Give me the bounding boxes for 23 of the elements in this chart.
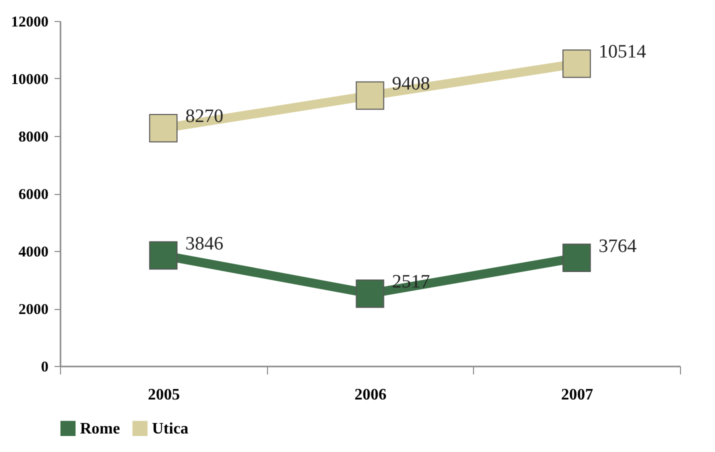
legend-label: Rome xyxy=(80,420,120,438)
y-tick-label: 8000 xyxy=(18,130,48,146)
point xyxy=(149,241,178,270)
data-label: 8270 xyxy=(185,106,224,128)
data-label: 10514 xyxy=(598,42,647,63)
data-label: 3764 xyxy=(598,236,638,257)
point xyxy=(356,81,384,110)
x-tick-label: 2005 xyxy=(148,386,180,404)
point xyxy=(356,279,384,308)
point xyxy=(562,50,591,78)
point xyxy=(149,114,178,142)
y-tick-label: 10000 xyxy=(11,72,48,88)
y-tick-label: 4000 xyxy=(18,244,48,260)
x-tick-label: 2007 xyxy=(561,386,594,404)
y-tick-label: 2000 xyxy=(18,302,48,318)
y-tick-label: 12000 xyxy=(11,14,48,30)
y-tick-label: 6000 xyxy=(18,187,48,203)
y-tick-label: 0 xyxy=(41,360,48,376)
data-label: 9408 xyxy=(392,74,430,95)
data-label: 3846 xyxy=(185,233,224,254)
point xyxy=(562,244,591,272)
x-tick-label: 2006 xyxy=(354,386,386,404)
legend-label: Utica xyxy=(152,420,188,438)
